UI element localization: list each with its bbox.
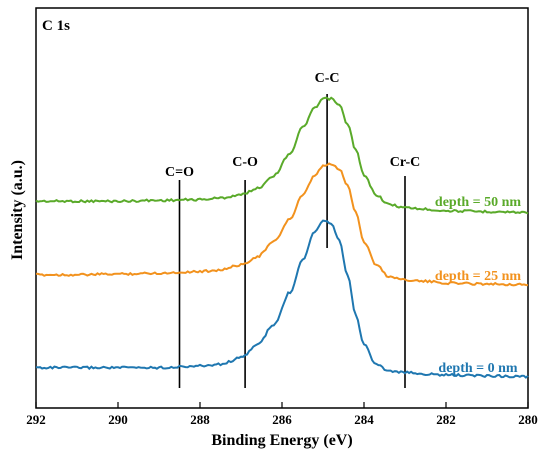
x-axis-ticks: 292 290 288 286 284 282 280 — [26, 402, 538, 427]
series-line-3 — [35, 219, 529, 379]
x-tick-label-1: 292 — [26, 412, 46, 427]
reference-label-3: C-C — [315, 71, 340, 86]
series-labels: depth = 50 nm depth = 25 nm depth = 0 nm — [435, 195, 521, 376]
series-layer — [35, 96, 529, 379]
y-axis-label: Intensity (a.u.) — [9, 160, 26, 260]
panel-label: C 1s — [42, 18, 70, 34]
x-tick-label-3: 288 — [190, 412, 210, 427]
series-line-2 — [35, 162, 529, 287]
series-label-3: depth = 0 nm — [438, 361, 517, 376]
reference-label-1: C=O — [165, 165, 194, 180]
series-label-2: depth = 25 nm — [435, 269, 521, 284]
x-tick-label-4: 286 — [272, 412, 292, 427]
x-tick-label-2: 290 — [108, 412, 128, 427]
x-tick-label-7: 280 — [518, 412, 538, 427]
x-axis-label: Binding Energy (eV) — [211, 432, 352, 449]
series-line-1 — [35, 96, 529, 215]
reference-label-4: Cr-C — [390, 155, 421, 170]
x-tick-label-5: 284 — [354, 412, 374, 427]
reference-lines: C=O C-O C-C Cr-C — [165, 71, 420, 388]
series-label-1: depth = 50 nm — [435, 195, 521, 210]
reference-label-2: C-O — [232, 155, 258, 170]
x-tick-label-6: 282 — [436, 412, 456, 427]
